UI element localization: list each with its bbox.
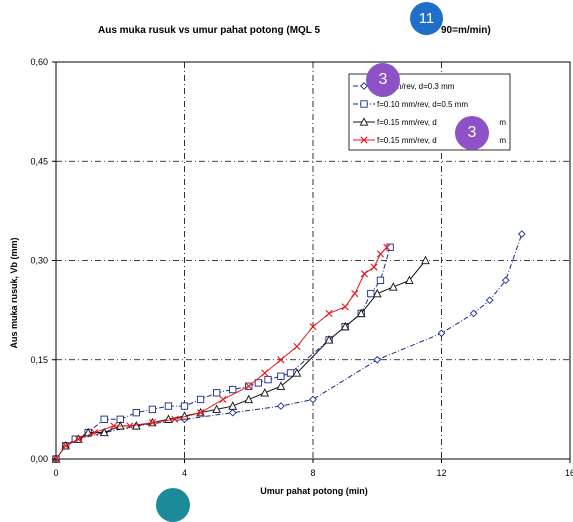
- y-tick-label: 0,45: [30, 156, 48, 166]
- data-point: [260, 388, 270, 397]
- data-point: [501, 276, 510, 285]
- legend-swatch-marker: [359, 117, 369, 126]
- data-point: [228, 401, 238, 410]
- data-point: [212, 389, 221, 397]
- data-point: [171, 415, 179, 423]
- y-tick-label: 0,00: [30, 454, 48, 464]
- data-point: [277, 356, 285, 364]
- x-tick-label: 16: [565, 468, 573, 478]
- data-point: [277, 372, 285, 380]
- data-point: [376, 276, 385, 284]
- legend-entry-label-end: m: [499, 136, 506, 145]
- data-point: [360, 270, 368, 278]
- data-point: [356, 308, 366, 318]
- data-point: [74, 435, 83, 443]
- annotation-badge: 11: [410, 2, 443, 35]
- data-point: [376, 250, 385, 258]
- data-point: [196, 409, 205, 417]
- data-point: [276, 381, 286, 390]
- data-point: [437, 329, 446, 338]
- data-point: [132, 409, 140, 417]
- data-point: [244, 394, 254, 404]
- data-point: [293, 342, 301, 351]
- data-point: [373, 355, 382, 364]
- series-line: [55, 260, 426, 460]
- data-point: [292, 368, 302, 377]
- data-point: [372, 288, 382, 298]
- data-point: [62, 442, 70, 450]
- chart: Aus muka rusuk vs umur pahat potong (MQL…: [9, 25, 573, 496]
- data-point: [469, 309, 478, 318]
- data-point: [309, 395, 317, 404]
- x-tick-label: 8: [310, 468, 315, 478]
- data-point: [286, 369, 295, 377]
- data-point: [261, 369, 269, 377]
- legend-entry-label: 10 mm/rev, d=0.3 mm: [377, 82, 455, 91]
- series-4: [52, 243, 391, 463]
- data-point: [264, 375, 272, 384]
- data-point: [212, 404, 221, 414]
- data-point: [245, 382, 253, 390]
- y-tick-label: 0,60: [30, 57, 48, 67]
- data-point: [340, 321, 350, 331]
- data-point: [517, 230, 526, 238]
- data-point: [421, 255, 430, 265]
- data-point: [229, 385, 237, 394]
- data-point: [325, 309, 333, 318]
- chart-title: Aus muka rusuk vs umur pahat potong (MQL…: [98, 25, 321, 36]
- data-point: [180, 402, 189, 410]
- data-point: [341, 303, 349, 311]
- x-tick-label: 12: [436, 468, 446, 478]
- data-point: [90, 428, 99, 437]
- series-line: [55, 246, 388, 460]
- legend-entry-label: f=0.15 mm/rev, d: [377, 118, 437, 127]
- data-point: [309, 323, 317, 331]
- data-point: [148, 419, 156, 427]
- x-axis-label: Umur pahat potong (min): [260, 486, 368, 496]
- chart-title-suffix: 90=m/min): [441, 25, 491, 36]
- data-point: [485, 296, 494, 305]
- legend-swatch-marker: [360, 100, 368, 108]
- y-tick-label: 0,15: [30, 355, 48, 365]
- legend-swatch-marker: [360, 136, 368, 144]
- legend-entry-label-end: m: [499, 118, 506, 127]
- data-point: [367, 289, 375, 298]
- data-point: [148, 405, 157, 414]
- x-tick-label: 4: [182, 468, 187, 478]
- data-point: [254, 379, 263, 387]
- data-point: [110, 422, 118, 430]
- data-point: [386, 243, 394, 251]
- data-point: [277, 402, 285, 410]
- annotation-badge: 3: [366, 63, 400, 97]
- data-point: [405, 275, 414, 284]
- data-point: [370, 263, 378, 271]
- data-point: [100, 415, 108, 423]
- x-tick-label: 0: [53, 468, 58, 478]
- data-point: [196, 395, 205, 404]
- data-point: [228, 408, 237, 417]
- legend-entry-label: f=0.10 mm/rev, d=0.5 mm: [377, 100, 468, 109]
- data-point: [219, 395, 227, 404]
- data-point: [351, 289, 359, 298]
- legend-entry-label: f=0.15 mm/rev, d: [377, 136, 437, 145]
- y-axis-label: Aus muka rusuk, Vb (mm): [9, 237, 19, 348]
- annotation-badge: [156, 488, 190, 522]
- data-point: [164, 402, 173, 410]
- annotation-badge: 3: [455, 116, 489, 150]
- data-point: [383, 243, 391, 251]
- data-point: [388, 282, 398, 291]
- data-point: [324, 335, 334, 344]
- y-tick-label: 0,30: [30, 256, 48, 266]
- data-point: [126, 422, 134, 430]
- data-point: [99, 427, 109, 437]
